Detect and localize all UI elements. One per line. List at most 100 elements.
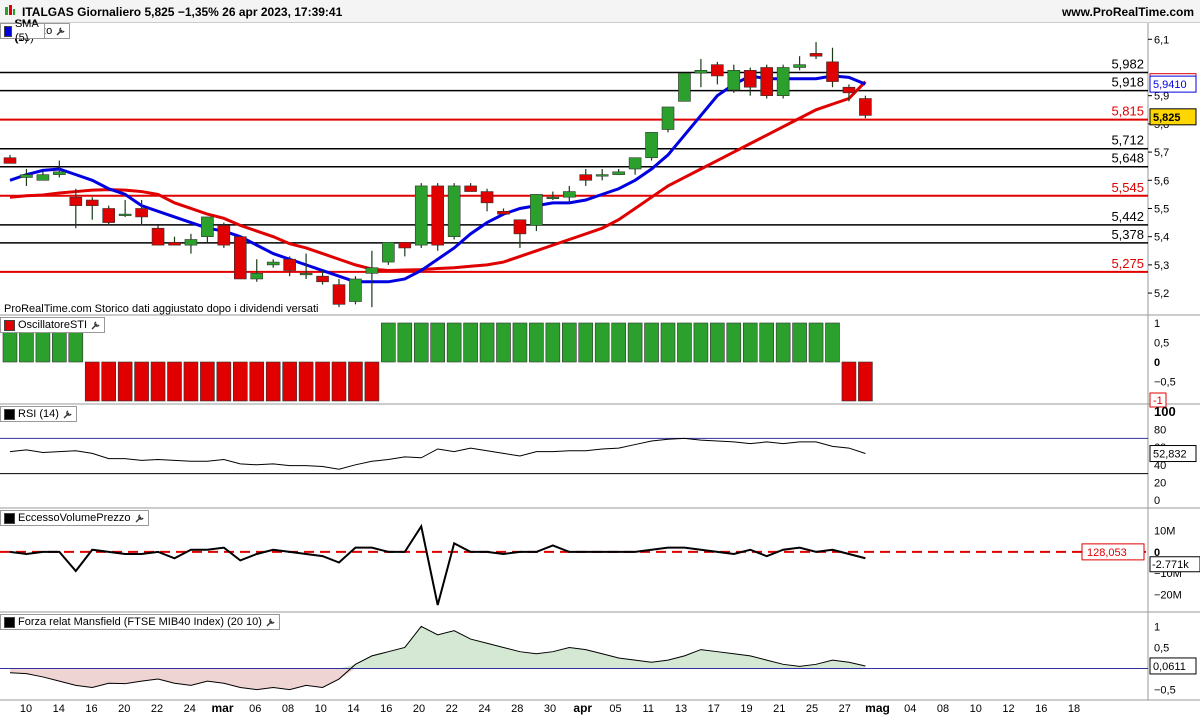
mansfield-negative-area (10, 668, 866, 690)
mansfield-last-tag-box (1149, 657, 1197, 675)
wrench-icon[interactable] (55, 26, 66, 37)
oscillator-bar (134, 361, 149, 402)
oscillator-bar (397, 322, 413, 363)
oscillator-bar (331, 361, 347, 402)
x-tick-label: apr (573, 701, 592, 715)
wrench-icon[interactable] (90, 320, 101, 331)
y-tick-label: 5,4 (1154, 232, 1169, 244)
candle-body (776, 67, 790, 96)
oscillator-bar (315, 361, 330, 402)
x-tick-label: mar (211, 701, 233, 715)
oscillator-bar (512, 322, 528, 363)
legend-oscillatore[interactable]: OscillatoreSTI (0, 317, 106, 333)
candle-body (809, 53, 823, 57)
legend-eccesso[interactable]: EccessoVolumePrezzo (0, 510, 149, 526)
data-note: ProRealTime.com Storico dati aggiustato … (4, 303, 319, 315)
value-tag-label: 5,9410 (1153, 79, 1187, 91)
rsi-last-tag-box (1149, 445, 1197, 463)
legend-rsi[interactable]: RSI (14) (0, 406, 77, 422)
wrench-icon[interactable] (134, 513, 145, 524)
candle-body (36, 174, 50, 181)
candle-body (497, 211, 510, 215)
wrench-icon[interactable] (265, 617, 276, 628)
level-label: 5,712 (1111, 133, 1144, 148)
value-tag-box (1149, 108, 1197, 126)
candle-body (546, 196, 560, 199)
oscillator-bar (167, 361, 182, 402)
wrench-icon[interactable] (62, 409, 73, 420)
oscillator-bar (364, 361, 380, 402)
oscillator-bar (644, 322, 659, 363)
candle-body (266, 261, 280, 266)
candle-body (743, 70, 757, 88)
level-label: 5,378 (1111, 227, 1144, 242)
rsi-tick-label: 80 (1154, 425, 1166, 437)
candle-body (102, 208, 115, 223)
eccesso-last-label: -2.771k (1152, 559, 1189, 571)
oscillator-bar (594, 322, 610, 363)
oscillator-bar (150, 361, 166, 402)
oscillator-bar (84, 361, 100, 402)
oscillator-bar (808, 322, 824, 363)
x-tick-label: 12 (1002, 703, 1014, 715)
x-tick-label: 21 (773, 703, 785, 715)
bar-chart-icon (5, 5, 15, 15)
x-tick-label: 25 (806, 703, 818, 715)
osc-tick-label: 0 (1154, 357, 1160, 369)
window-header: ITALGAS Giornaliero 5,825 −1,35% 26 apr … (0, 0, 1200, 23)
mansfield-tick-label: −0,5 (1154, 685, 1176, 697)
eccesso-line (9, 523, 866, 606)
oscillatore-color-swatch (4, 319, 15, 331)
oscillator-bar (446, 322, 462, 363)
level-label: 5,545 (1111, 180, 1144, 195)
oscillator-bar (759, 322, 775, 363)
y-tick-label: 6,1 (1154, 34, 1169, 46)
x-tick-label: 24 (184, 703, 196, 715)
candle-body (595, 174, 609, 177)
x-tick-label: mag (865, 701, 890, 715)
x-tick-label: 04 (904, 703, 916, 715)
x-tick-label: 08 (282, 703, 294, 715)
legend-mansfield[interactable]: Forza relat Mansfield (FTSE MIB40 Index)… (0, 614, 280, 630)
candle-body (678, 72, 691, 102)
eccesso-tick-label: 0 (1154, 547, 1160, 559)
x-tick-label: 18 (1068, 703, 1080, 715)
eccesso-color-swatch (4, 512, 15, 524)
oscillator-bar (677, 322, 692, 363)
oscillator-bar (545, 322, 561, 363)
site-link[interactable]: www.ProRealTime.com (1061, 5, 1194, 19)
candle-body (711, 64, 724, 77)
candle-body (793, 64, 806, 68)
candle-body (365, 267, 379, 274)
y-tick-label: 5,9 (1154, 91, 1169, 103)
sma5-color-swatch (4, 25, 12, 37)
candle-body (661, 106, 675, 130)
x-tick-label: 10 (315, 703, 327, 715)
x-tick-label: 22 (446, 703, 458, 715)
eccesso-last-tag-box (1149, 556, 1200, 573)
candle-body (217, 225, 231, 246)
x-tick-label: 16 (85, 703, 97, 715)
candle-body (414, 185, 428, 246)
osc-last-tag-box (1149, 392, 1167, 408)
oscillator-bar (742, 322, 758, 363)
rsi-color-swatch (4, 408, 15, 420)
oscillator-bar (183, 361, 199, 402)
eccesso-tick-label: 10M (1154, 526, 1175, 538)
candle-body (184, 239, 198, 246)
mansfield-last-label: 0,0611 (1153, 661, 1186, 673)
osc-tick-label: 1 (1154, 318, 1160, 330)
candle-body (69, 196, 83, 206)
oscillator-bar (825, 322, 840, 363)
oscillator-bar (496, 322, 511, 363)
oscillator-bar (775, 322, 791, 363)
osc-tick-label: 0,5 (1154, 338, 1169, 350)
oscillator-bar (381, 322, 396, 363)
value-tag-box (1149, 75, 1197, 93)
level-label: 5,275 (1111, 256, 1144, 271)
oscillator-bar (117, 361, 133, 402)
legend-sma5[interactable]: SMA (5) (0, 18, 46, 44)
oscillator-bar (858, 361, 873, 402)
oscillator-bar (578, 322, 594, 363)
